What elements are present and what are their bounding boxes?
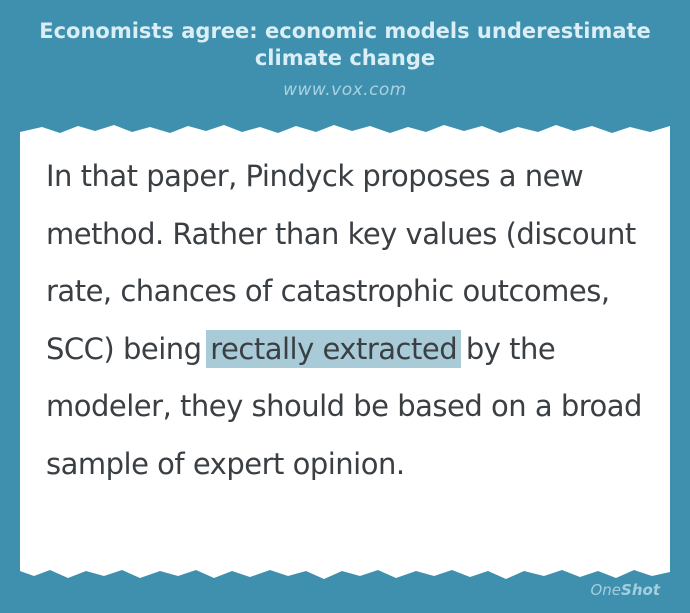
logo-part-one: One (590, 581, 622, 599)
highlighted-phrase: rectally extracted (206, 329, 462, 368)
quote-text-before: In that paper, Pindyck proposes a new me… (46, 159, 636, 366)
quote-text: In that paper, Pindyck proposes a new me… (46, 148, 656, 493)
oneshot-logo: OneShot (590, 581, 660, 599)
quote-text-after: by the modeler, they should be based on … (46, 331, 642, 481)
source-url: www.vox.com (283, 80, 407, 100)
headline: Economists agree: economic models undere… (39, 19, 651, 70)
logo-part-shot: Shot (621, 581, 660, 599)
torn-paper-card: In that paper, Pindyck proposes a new me… (20, 124, 670, 580)
